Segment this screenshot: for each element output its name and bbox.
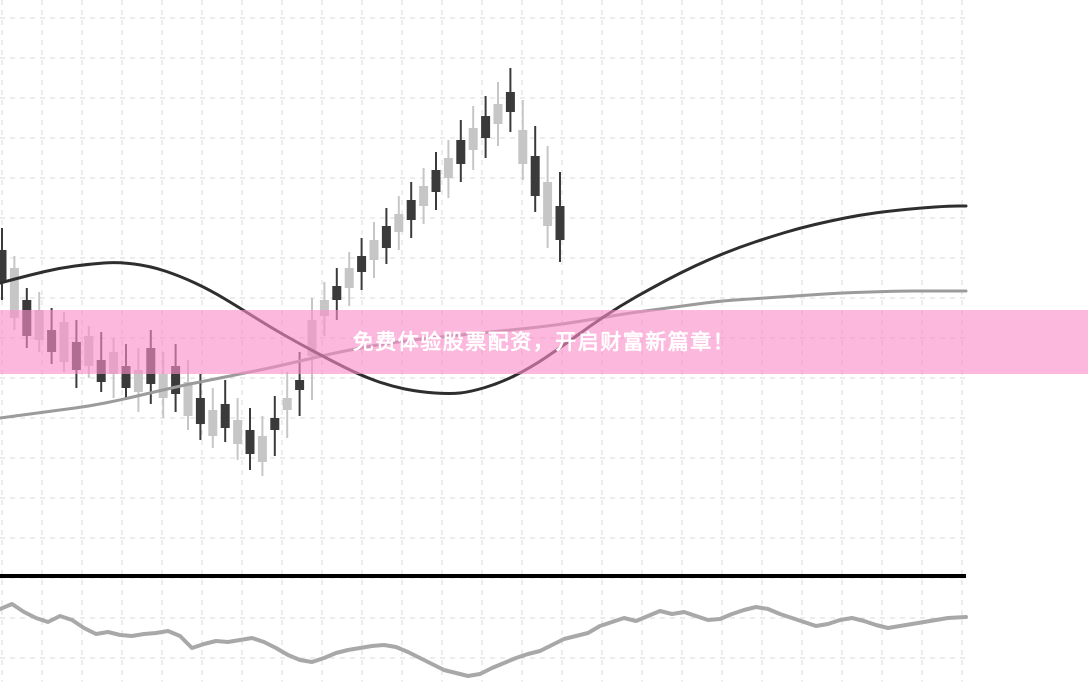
promo-banner-text: 免费体验股票配资，开启财富新篇章！ — [352, 330, 736, 354]
promo-banner[interactable]: 免费体验股票配资，开启财富新篇章！ — [0, 310, 1088, 374]
indicator-series — [0, 602, 968, 678]
